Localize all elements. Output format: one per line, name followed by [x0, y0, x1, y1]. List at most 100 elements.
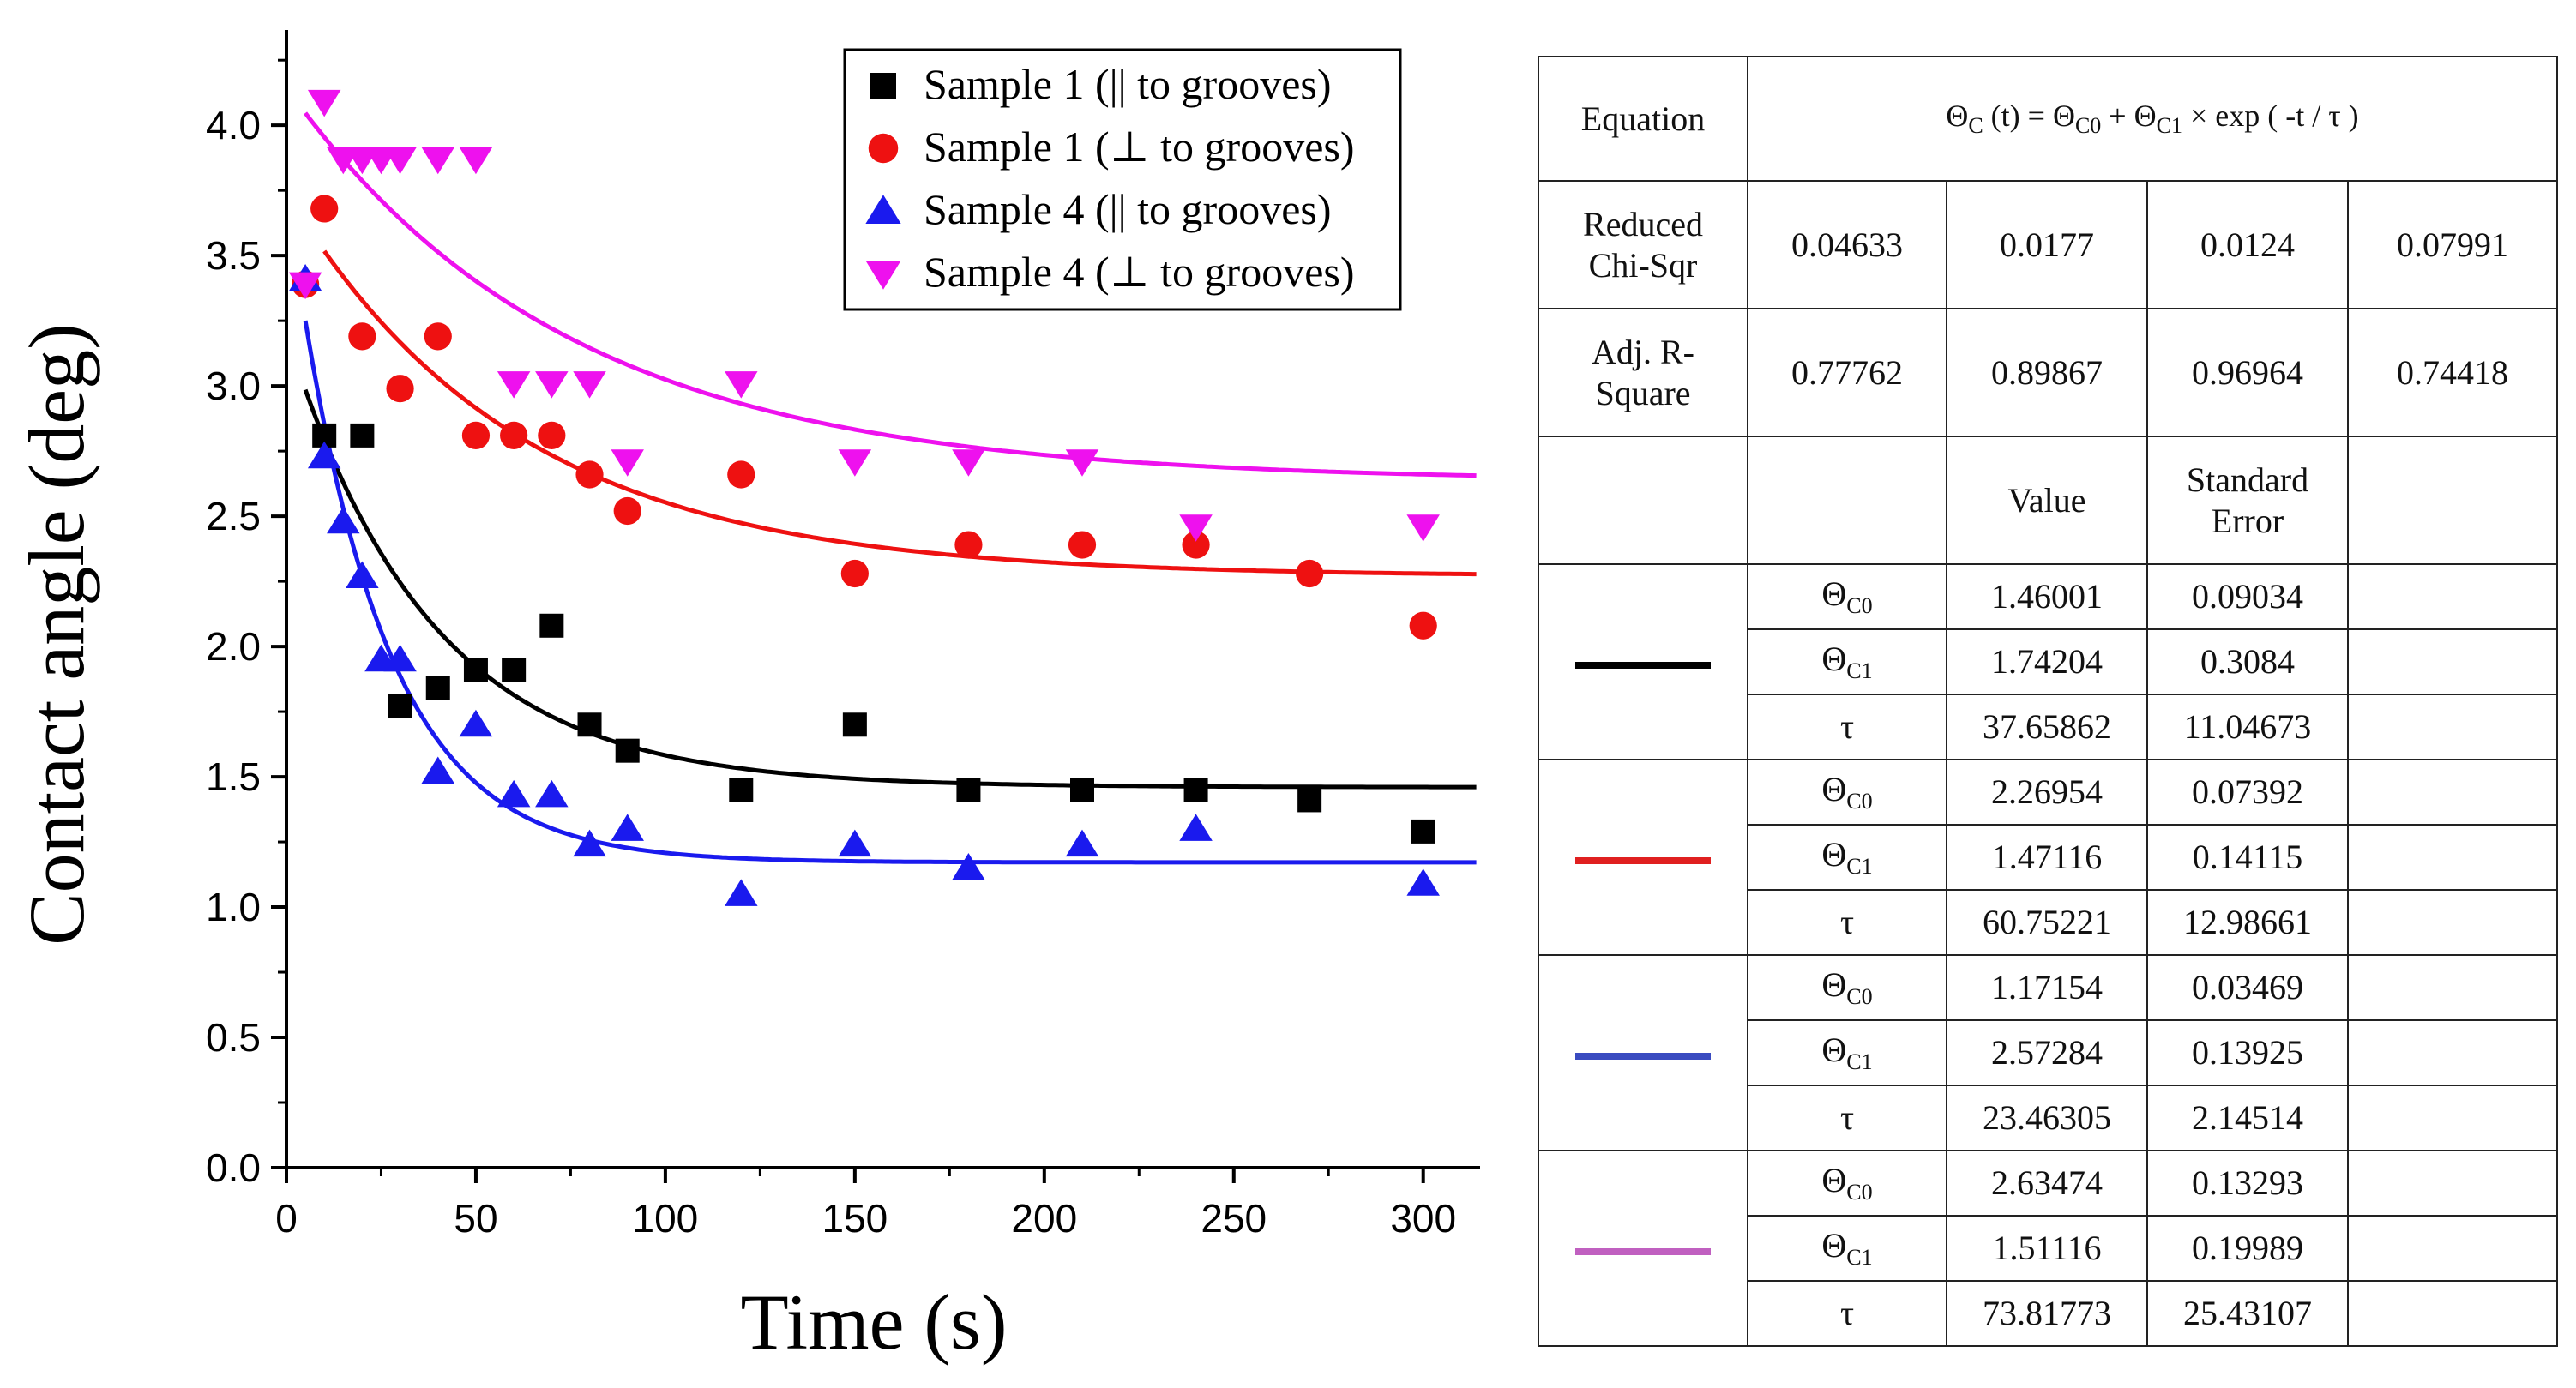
data-point-triangle-down	[307, 89, 341, 117]
param-symbol: ΘC0	[1747, 954, 1947, 1021]
param-symbol: ΘC1	[1747, 628, 1947, 695]
legend-entry-label: Sample 4 (|| to grooves)	[924, 185, 1332, 233]
fit-param-row: ΘC1 2.57284 0.13925	[1538, 1019, 2558, 1086]
data-point-square	[615, 738, 640, 763]
empty-cell	[2347, 824, 2558, 891]
fit-param-row: τ 37.65862 11.04673	[1538, 694, 2558, 760]
x-tick-label: 250	[1201, 1196, 1267, 1241]
param-symbol: τ	[1747, 1280, 1947, 1347]
data-point-triangle-down	[952, 449, 985, 477]
data-point-triangle-down	[838, 449, 872, 477]
fit-param-row: ΘC1 1.47116 0.14115	[1538, 824, 2558, 891]
adj-r-square-value: 0.96964	[2146, 308, 2349, 437]
legend-box	[843, 48, 1402, 311]
fit-swatch-cell	[1538, 954, 1748, 1151]
data-point-circle	[310, 195, 339, 223]
fit-param-row: ΘC0 1.46001 0.09034	[1538, 563, 2558, 760]
data-point-circle	[727, 460, 755, 489]
fit-param-row: ΘC1 1.51116 0.19989	[1538, 1215, 2558, 1282]
param-symbol: ΘC0	[1747, 1150, 1947, 1217]
empty-cell	[2347, 1150, 2558, 1217]
fit-param-row: τ 23.46305 2.14514	[1538, 1085, 2558, 1151]
reduced-chi-value: 0.0177	[1946, 180, 2148, 309]
data-point-triangle-up	[865, 195, 901, 224]
y-tick-label: 2.5	[206, 494, 261, 538]
data-point-circle	[386, 375, 414, 403]
reduced-chi-value: 0.0124	[2146, 180, 2349, 309]
data-point-triangle-down	[288, 272, 322, 300]
data-point-triangle-down	[535, 371, 569, 399]
fit-param-row: ΘC0 2.63474 0.13293	[1538, 1150, 2558, 1347]
data-point-triangle-up	[1406, 868, 1440, 896]
param-value: 60.75221	[1946, 889, 2148, 956]
fit-param-row: τ 73.81773 25.43107	[1538, 1280, 2558, 1347]
param-std-error: 25.43107	[2146, 1280, 2349, 1347]
param-std-error: 2.14514	[2146, 1085, 2349, 1151]
data-point-square	[870, 73, 896, 99]
data-point-square	[956, 778, 981, 802]
data-point-circle	[461, 421, 491, 449]
param-std-error: 0.03469	[2146, 954, 2349, 1021]
data-point-triangle-down	[1179, 514, 1213, 542]
param-symbol: ΘC0	[1747, 563, 1947, 630]
data-point-circle	[954, 531, 983, 559]
data-point-circle	[613, 496, 641, 526]
subscript: C1	[1846, 1049, 1873, 1075]
y-tick-label: 0.0	[206, 1145, 261, 1190]
data-point-triangle-up	[459, 709, 493, 737]
data-point-circle	[538, 421, 566, 449]
empty-cell	[2347, 1085, 2558, 1151]
data-point-square	[1297, 788, 1322, 813]
data-point-circle	[1068, 531, 1097, 559]
fit-swatch-cell	[1538, 563, 1748, 760]
fit-swatch-cell	[1538, 1150, 1748, 1347]
data-point-square	[729, 778, 754, 802]
data-point-triangle-up	[573, 829, 606, 857]
y-tick-label: 4.0	[206, 103, 261, 147]
adj-r-square-value: 0.89867	[1946, 308, 2148, 437]
empty-cell	[2347, 1280, 2558, 1347]
data-point-triangle-down	[611, 449, 644, 477]
reduced-chi-value: 0.07991	[2347, 180, 2558, 309]
fit-line-swatch	[1575, 1247, 1711, 1255]
param-value: 1.51116	[1946, 1215, 2148, 1282]
data-point-triangle-down	[383, 147, 417, 175]
subscript: C0	[2074, 113, 2102, 139]
data-point-triangle-down	[459, 147, 493, 175]
stderr-header: Standard Error	[2146, 436, 2349, 565]
data-point-circle	[1182, 531, 1210, 559]
y-tick-label: 3.5	[206, 233, 261, 278]
subscript: C1	[1846, 658, 1873, 684]
data-point-triangle-down	[573, 371, 606, 399]
empty-cell	[2347, 1019, 2558, 1086]
fit-line-swatch	[1575, 661, 1711, 669]
data-point-triangle-down	[421, 147, 455, 175]
y-tick-label: 0.5	[206, 1015, 261, 1060]
adj-r-square-row: Adj. R- Square 0.77762 0.89867 0.96964 0.…	[1538, 308, 2558, 437]
empty-cell	[2347, 1215, 2558, 1282]
legend-entry-label: Sample 1 (|| to grooves)	[924, 60, 1332, 108]
equation-label: Equation	[1538, 56, 1748, 182]
reduced-chi-label: Reduced Chi-Sqr	[1538, 180, 1748, 309]
param-symbol: ΘC1	[1747, 1215, 1947, 1282]
data-point-circle	[348, 322, 376, 351]
fit-parameters-table: Equation ΘC (t) = ΘC0 + ΘC1 × exp ( -t /…	[1538, 56, 2558, 1347]
data-point-triangle-down	[865, 261, 901, 290]
reduced-chi-value: 0.04633	[1747, 180, 1947, 309]
subscript: C0	[1846, 984, 1873, 1010]
data-point-triangle-up	[1065, 829, 1099, 857]
subscript: C1	[2156, 113, 2182, 139]
empty-cell	[2347, 759, 2558, 826]
fit-param-row: ΘC0 1.17154 0.03469	[1538, 954, 2558, 1151]
x-tick-label: 200	[1011, 1196, 1077, 1241]
data-point-circle	[868, 133, 899, 164]
empty-cell	[2347, 694, 2558, 760]
data-point-triangle-up	[421, 756, 455, 784]
x-axis-label: Time (s)	[741, 1278, 1008, 1366]
data-point-circle	[840, 559, 869, 588]
equation-row: Equation ΘC (t) = ΘC0 + ΘC1 × exp ( -t /…	[1538, 56, 2558, 182]
x-tick-label: 100	[633, 1196, 699, 1241]
data-point-square	[1411, 819, 1435, 844]
param-std-error: 11.04673	[2146, 694, 2349, 760]
param-std-error: 12.98661	[2146, 889, 2349, 956]
